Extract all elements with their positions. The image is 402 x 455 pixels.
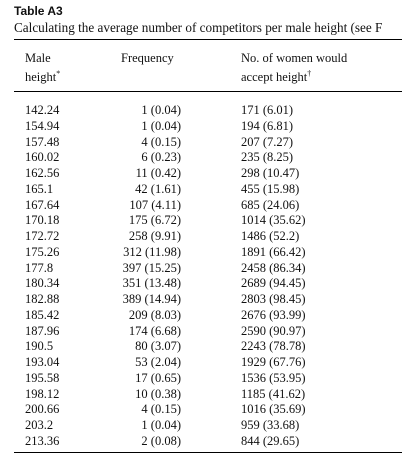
acceptance-cell: 685 (24.06) xyxy=(241,197,300,212)
height-cell: 203.2 xyxy=(25,418,54,432)
height-cell: 165.1 xyxy=(25,181,54,196)
frequency-cell: 389 (14.94) xyxy=(122,292,181,306)
height-cell: 182.88 xyxy=(25,292,60,306)
header-cell: Frequency xyxy=(121,50,174,66)
frequency-cell: 312 (11.98) xyxy=(123,244,181,259)
footnote-mark: * xyxy=(56,69,61,78)
height-cell: 185.42 xyxy=(25,307,60,322)
acceptance-cell: 2243 (78.78) xyxy=(241,339,306,354)
height-cell: 187.96 xyxy=(25,323,60,338)
frequency-cell: 1 (0.04) xyxy=(141,118,181,133)
acceptance-cell: 959 (33.68) xyxy=(241,418,300,432)
acceptance-cell: 235 (8.25) xyxy=(241,150,294,165)
height-cell: 198.12 xyxy=(25,386,60,401)
frequency-cell: 6 (0.23) xyxy=(141,150,181,165)
acceptance-cell: 455 (15.98) xyxy=(241,181,300,196)
height-cell: 160.02 xyxy=(25,150,60,165)
header-text: height xyxy=(25,70,57,85)
acceptance-cell: 1016 (35.69) xyxy=(241,402,306,417)
height-cell: 170.18 xyxy=(25,213,60,228)
footnote-mark: † xyxy=(307,69,312,78)
frequency-cell: 1 (0.04) xyxy=(141,103,181,117)
acceptance-cell: 1891 (66.42) xyxy=(241,244,306,259)
frequency-cell: 174 (6.68) xyxy=(128,323,181,338)
acceptance-cell: 2676 (93.99) xyxy=(241,307,306,322)
header-rule xyxy=(14,91,402,92)
frequency-cell: 107 (4.11) xyxy=(129,197,181,212)
header-cell: Male height* xyxy=(25,50,60,85)
header-text: No. of women would xyxy=(241,51,348,65)
header-line: height* xyxy=(25,66,60,85)
frequency-cell: 53 (2.04) xyxy=(135,355,181,369)
header-text: Frequency xyxy=(121,51,174,65)
height-cell: 200.66 xyxy=(25,402,60,417)
height-cell: 213.36 xyxy=(25,433,60,448)
frequency-cell: 175 (6.72) xyxy=(128,213,181,228)
acceptance-cell: 2458 (86.34) xyxy=(241,260,306,275)
acceptance-cell: 1486 (52.2) xyxy=(241,229,300,243)
header-text: Male xyxy=(25,51,51,65)
height-cell: 193.04 xyxy=(25,355,60,369)
acceptance-cell: 1929 (67.76) xyxy=(241,355,306,369)
acceptance-cell: 2590 (90.97) xyxy=(241,323,306,338)
height-cell: 177.8 xyxy=(25,260,54,275)
table-caption: Calculating the average number of compet… xyxy=(14,20,383,35)
height-cell: 195.58 xyxy=(25,370,60,385)
frequency-cell: 2 (0.08) xyxy=(141,433,181,448)
height-cell: 154.94 xyxy=(25,118,60,133)
frequency-cell: 17 (0.65) xyxy=(135,370,181,385)
acceptance-cell: 1185 (41.62) xyxy=(241,386,306,401)
frequency-cell: 10 (0.38) xyxy=(135,386,181,401)
header-line: accept height† xyxy=(241,66,347,85)
frequency-cell: 42 (1.61) xyxy=(135,181,181,196)
height-cell: 172.72 xyxy=(25,229,60,243)
height-cell: 175.26 xyxy=(25,244,60,259)
top-rule xyxy=(14,39,402,40)
acceptance-cell: 194 (6.81) xyxy=(241,118,294,133)
acceptance-cell: 1014 (35.62) xyxy=(241,213,306,228)
acceptance-cell: 207 (7.27) xyxy=(241,134,294,149)
bottom-rule xyxy=(14,452,402,453)
height-cell: 142.24 xyxy=(25,103,60,117)
height-cell: 162.56 xyxy=(25,166,60,180)
acceptance-cell: 298 (10.47) xyxy=(241,166,300,180)
frequency-cell: 11 (0.42) xyxy=(135,166,181,180)
frequency-cell: 209 (8.03) xyxy=(128,307,181,322)
table-label: Table A3 xyxy=(14,4,63,18)
header-cell: No. of women would accept height† xyxy=(241,50,347,85)
frequency-cell: 258 (9.91) xyxy=(128,229,181,243)
frequency-cell: 397 (15.25) xyxy=(122,260,181,275)
frequency-cell: 351 (13.48) xyxy=(122,276,181,291)
height-cell: 157.48 xyxy=(25,134,60,149)
acceptance-cell: 171 (6.01) xyxy=(241,103,294,117)
header-line: No. of women would xyxy=(241,50,347,66)
acceptance-cell: 2689 (94.45) xyxy=(241,276,306,291)
header-text: accept height xyxy=(241,70,308,85)
acceptance-cell: 844 (29.65) xyxy=(241,433,300,448)
frequency-cell: 80 (3.07) xyxy=(135,339,181,354)
height-cell: 180.34 xyxy=(25,276,60,291)
frequency-cell: 4 (0.15) xyxy=(141,134,181,149)
frequency-cell: 1 (0.04) xyxy=(141,418,181,432)
header-line: Frequency xyxy=(121,50,174,66)
header-line: Male xyxy=(25,50,60,66)
acceptance-cell: 1536 (53.95) xyxy=(241,370,306,385)
acceptance-cell: 2803 (98.45) xyxy=(241,292,306,306)
height-cell: 167.64 xyxy=(25,197,60,212)
frequency-cell: 4 (0.15) xyxy=(141,402,181,417)
height-cell: 190.5 xyxy=(25,339,54,354)
